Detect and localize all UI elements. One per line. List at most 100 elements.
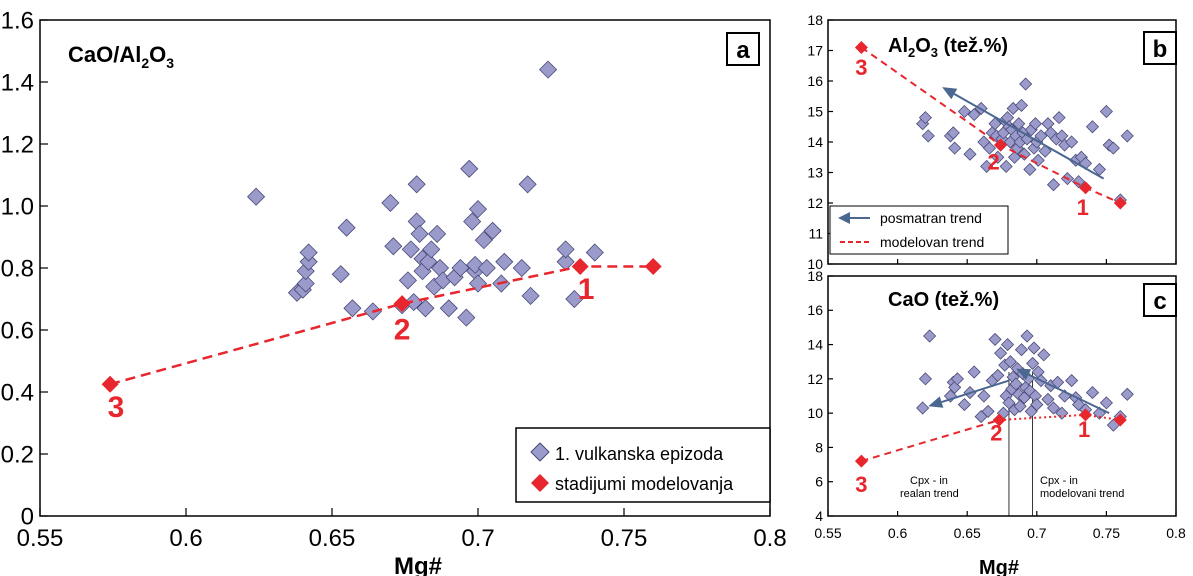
y-tick-label: 16: [807, 302, 823, 318]
stage-annotation: 2: [988, 149, 1000, 174]
data-point: [1065, 135, 1079, 149]
data-point: [923, 329, 937, 343]
data-point: [994, 346, 1008, 360]
panel-c-label: c: [1153, 288, 1166, 315]
stage-annotation: 3: [855, 55, 867, 80]
panel-c-title: CaO (tež.%): [888, 289, 999, 311]
y-tick-label: 17: [807, 42, 823, 58]
panel-a-xlabel: Mg#: [394, 553, 442, 576]
y-tick-label: 0: [21, 503, 34, 530]
stage-annotation: 1: [1077, 195, 1089, 220]
data-point: [401, 240, 420, 259]
data-point: [296, 274, 315, 293]
data-point: [1014, 343, 1029, 357]
legend-entry-episode: 1. vulkanska epizoda: [555, 444, 724, 464]
data-point: [1052, 111, 1066, 125]
y-tick-label: 12: [807, 195, 823, 211]
panel-a-legend: 1. vulkanska epizoda stadijumi modelovan…: [515, 427, 771, 503]
y-tick-label: 1.2: [1, 131, 34, 158]
data-point: [407, 212, 426, 231]
y-tick-label: 0.6: [1, 317, 34, 344]
data-point: [1019, 77, 1033, 91]
data-point: [1071, 175, 1086, 189]
data-point: [1007, 150, 1022, 164]
data-point: [1023, 162, 1037, 177]
x-tick-label: 0.8: [753, 525, 786, 552]
data-point: [967, 107, 981, 122]
y-tick-label: 6: [815, 474, 823, 490]
data-point: [977, 389, 991, 403]
data-point: [343, 299, 362, 318]
data-point: [946, 126, 960, 140]
x-tick-label: 0.8: [1166, 525, 1186, 541]
data-point: [419, 252, 438, 271]
data-point: [1031, 153, 1045, 167]
data-point: [988, 332, 1002, 346]
data-point: [416, 299, 435, 318]
y-tick-label: 14: [807, 134, 823, 150]
model-point: [644, 257, 662, 275]
note-cpx-real-1: Cpx - in: [910, 475, 948, 487]
data-point: [460, 159, 479, 178]
model-point: [854, 40, 868, 54]
data-point: [1020, 329, 1034, 343]
y-tick-label: 15: [807, 103, 823, 119]
data-point: [1009, 377, 1023, 391]
legend-entry-model: stadijumi modelovanja: [555, 474, 734, 494]
model-point: [1079, 408, 1093, 422]
data-point: [982, 141, 997, 155]
data-point: [337, 218, 356, 237]
legend-entry-modeled: modelovan trend: [880, 234, 984, 250]
x-tick-label: 0.6: [888, 525, 908, 541]
legend-arrow-icon: [838, 212, 850, 224]
data-point: [1003, 355, 1017, 369]
stage-annotation: 3: [108, 391, 125, 424]
model-point: [992, 413, 1006, 427]
data-point: [495, 252, 514, 271]
panel-a-chart: 0 0.2 0.4 0.6 0.8 1.0 1.2 1.4 1.6 0.55 0.6 0.65 0.7 0…: [1, 7, 787, 552]
y-tick-label: 11: [808, 225, 823, 241]
data-point: [1034, 129, 1048, 143]
model-point: [994, 138, 1008, 152]
stage-annotation: 3: [855, 472, 867, 497]
y-tick-label: 1.4: [1, 69, 34, 96]
data-point: [1037, 348, 1051, 362]
data-point: [1106, 141, 1120, 155]
legend-red-diamond-icon: [531, 474, 549, 492]
y-tick-label: 12: [807, 371, 823, 387]
note-cpx-real-2: realan trend: [900, 488, 959, 500]
data-point: [1017, 147, 1031, 161]
data-point: [474, 231, 493, 250]
panel-a-label: a: [736, 37, 750, 64]
y-tick-label: 8: [815, 439, 823, 455]
data-point: [988, 117, 1002, 131]
x-tick-label: 0.6: [169, 525, 202, 552]
data-point: [299, 252, 318, 271]
note-cpx-model-1: Cpx - in: [1040, 475, 1078, 487]
x-tick-label: 0.65: [309, 525, 356, 552]
stage-annotation: 2: [394, 313, 411, 346]
data-point: [1014, 98, 1029, 112]
data-point: [957, 104, 971, 119]
legend-entry-observed: posmatran trend: [880, 210, 982, 226]
trend-arrow-head: [942, 87, 958, 100]
data-point: [1046, 401, 1061, 415]
data-point: [518, 175, 537, 194]
model-line: [109, 265, 654, 386]
data-point: [483, 221, 502, 240]
y-tick-label: 4: [815, 508, 823, 524]
panel-b-label-box: b: [1143, 31, 1177, 65]
data-point: [981, 404, 995, 418]
data-point: [1120, 387, 1134, 401]
model-point: [1113, 196, 1127, 210]
panel-c-xlabel: Mg#: [979, 557, 1019, 576]
model-point: [101, 375, 119, 393]
model-point: [393, 295, 411, 313]
data-point: [1013, 399, 1027, 413]
data-point: [1065, 374, 1079, 388]
panel-a-title: CaO/Al2O3: [68, 42, 174, 71]
model-point: [854, 454, 868, 468]
data-point: [556, 240, 575, 259]
data-point: [1001, 338, 1015, 352]
y-tick-label: 10: [807, 256, 823, 272]
